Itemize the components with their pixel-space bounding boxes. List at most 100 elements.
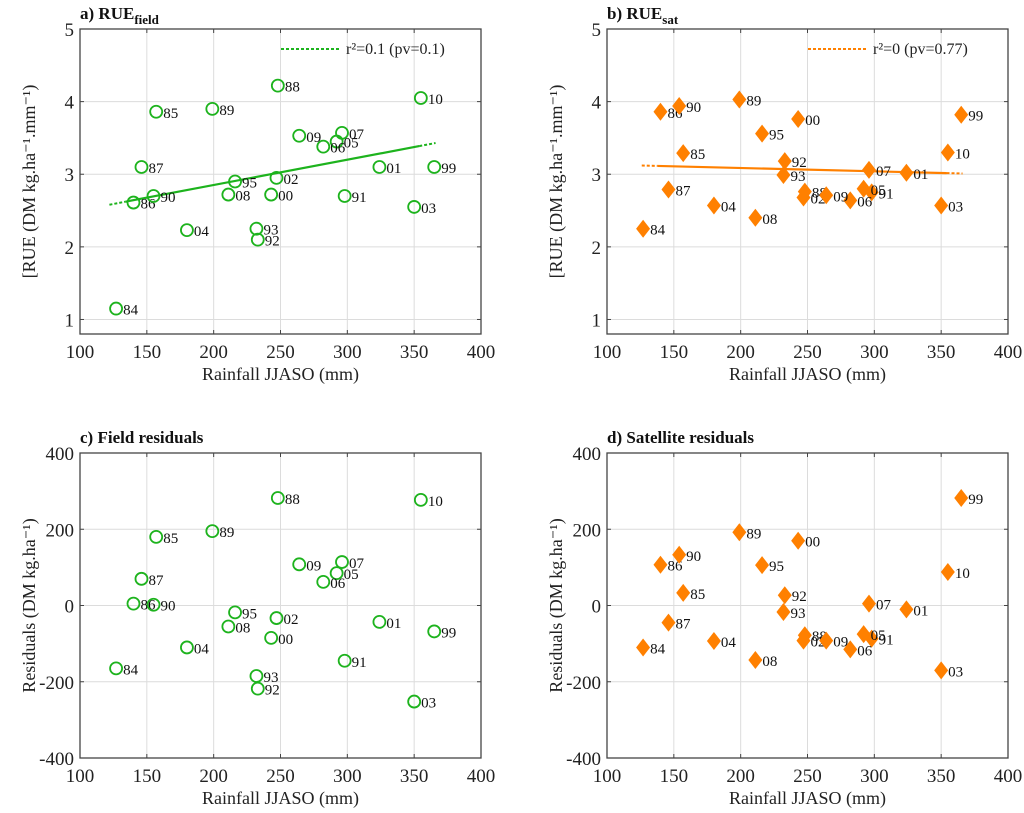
x-tick-label: 150 bbox=[660, 766, 689, 787]
data-point-label: 05 bbox=[871, 628, 886, 644]
data-point bbox=[250, 232, 265, 247]
data-point bbox=[796, 188, 811, 207]
data-point bbox=[335, 125, 349, 140]
data-point-label: 87 bbox=[675, 617, 691, 633]
data-point-label: 95 bbox=[769, 559, 784, 575]
data-point bbox=[109, 661, 123, 676]
data-point bbox=[653, 102, 668, 121]
data-point-label: 01 bbox=[386, 616, 401, 632]
data-point bbox=[954, 105, 969, 124]
data-point bbox=[221, 187, 236, 202]
data-point-label: 92 bbox=[265, 683, 280, 699]
data-point-label: 87 bbox=[675, 183, 691, 199]
data-point-label: 04 bbox=[721, 199, 737, 215]
data-point bbox=[777, 586, 792, 605]
data-point bbox=[940, 562, 955, 581]
data-point bbox=[407, 200, 422, 214]
panel-title-subscript: sat bbox=[662, 12, 679, 27]
data-point-label: 06 bbox=[330, 576, 346, 592]
fit-line-dashed bbox=[419, 142, 436, 148]
panel-title: b) RUEsat bbox=[607, 4, 679, 27]
y-tick-label: 3 bbox=[65, 165, 75, 186]
data-point bbox=[109, 301, 123, 316]
data-point-label: 90 bbox=[686, 549, 701, 565]
data-point bbox=[329, 566, 344, 580]
data-point-label: 10 bbox=[428, 494, 443, 510]
x-tick-label: 350 bbox=[400, 766, 429, 787]
data-point bbox=[407, 694, 422, 709]
x-tick-label: 400 bbox=[994, 342, 1023, 363]
data-point bbox=[940, 143, 955, 162]
data-point-label: 92 bbox=[792, 589, 807, 605]
data-point bbox=[270, 78, 285, 93]
data-point bbox=[180, 223, 194, 238]
data-point-label: 99 bbox=[441, 625, 456, 641]
y-axis-label: Residuals (DM kg.ha⁻¹) bbox=[546, 518, 567, 692]
panel-d: 100 150 200 250 300 350 400 -400 -200 0 200 400 Rain… bbox=[546, 428, 1022, 809]
panel-a: 100 150 200 250 300 350 400 1 2 3 4 5 Rainfall JJASO… bbox=[19, 4, 495, 385]
data-point-label: 08 bbox=[762, 212, 777, 228]
data-point-label: 09 bbox=[833, 635, 848, 651]
x-tick-label: 200 bbox=[199, 342, 228, 363]
data-point-label: 06 bbox=[857, 194, 873, 210]
x-tick-label: 250 bbox=[266, 766, 295, 787]
data-point-label: 00 bbox=[278, 632, 293, 648]
data-point-label: 84 bbox=[650, 641, 666, 657]
data-point-label: 93 bbox=[263, 223, 278, 239]
data-point-label: 90 bbox=[686, 100, 701, 116]
panel-title: d) Satellite residuals bbox=[607, 428, 754, 447]
data-point bbox=[706, 196, 721, 215]
panel-title: c) Field residuals bbox=[80, 428, 204, 447]
data-point bbox=[149, 529, 164, 544]
x-tick-label: 150 bbox=[133, 342, 162, 363]
data-point bbox=[335, 555, 349, 569]
data-point bbox=[250, 681, 265, 696]
data-point bbox=[292, 128, 307, 143]
x-axis-label: Rainfall JJASO (mm) bbox=[202, 788, 359, 809]
y-tick-label: 4 bbox=[592, 93, 602, 114]
data-point-label: 10 bbox=[955, 146, 970, 162]
data-point bbox=[205, 101, 220, 116]
data-point bbox=[270, 491, 285, 505]
x-tick-label: 100 bbox=[593, 766, 622, 787]
data-point-label: 95 bbox=[242, 176, 257, 192]
data-point bbox=[146, 597, 161, 612]
data-point bbox=[899, 163, 914, 182]
x-tick-label: 300 bbox=[860, 766, 889, 787]
data-point-label: 09 bbox=[833, 189, 848, 205]
y-axis-label: Residuals (DM kg.ha⁻¹) bbox=[19, 518, 40, 692]
y-axis-label: [RUE (DM kg.ha⁻¹.mm⁻¹) bbox=[546, 85, 567, 279]
data-point bbox=[146, 189, 161, 203]
data-point bbox=[126, 195, 141, 210]
y-tick-label: -400 bbox=[39, 749, 74, 770]
data-point bbox=[249, 221, 264, 236]
data-point-label: 03 bbox=[948, 664, 963, 680]
data-point bbox=[672, 545, 687, 564]
data-point-label: 06 bbox=[857, 643, 873, 659]
data-point bbox=[732, 523, 747, 542]
data-point-label: 05 bbox=[871, 183, 886, 199]
data-point bbox=[180, 640, 194, 655]
data-point-label: 84 bbox=[123, 303, 139, 319]
y-tick-label: 400 bbox=[46, 444, 75, 465]
data-point bbox=[954, 488, 969, 507]
data-point bbox=[934, 196, 949, 215]
data-point-label: 03 bbox=[421, 201, 436, 217]
y-tick-label: 2 bbox=[65, 238, 75, 259]
data-point-label: 00 bbox=[805, 535, 820, 551]
x-axis-label: Rainfall JJASO (mm) bbox=[729, 788, 886, 809]
data-point bbox=[819, 631, 834, 650]
data-point bbox=[934, 661, 949, 680]
data-point bbox=[661, 613, 676, 632]
x-tick-label: 300 bbox=[333, 766, 362, 787]
data-point-label: 87 bbox=[148, 161, 164, 177]
y-tick-label: 5 bbox=[65, 20, 75, 41]
data-point-label: 02 bbox=[283, 172, 298, 188]
data-point bbox=[676, 144, 691, 163]
x-tick-label: 150 bbox=[133, 766, 162, 787]
data-point-label: 08 bbox=[762, 654, 777, 670]
data-point bbox=[796, 631, 811, 650]
data-point bbox=[636, 219, 651, 238]
y-tick-label: 2 bbox=[592, 238, 602, 259]
data-point bbox=[221, 619, 236, 634]
